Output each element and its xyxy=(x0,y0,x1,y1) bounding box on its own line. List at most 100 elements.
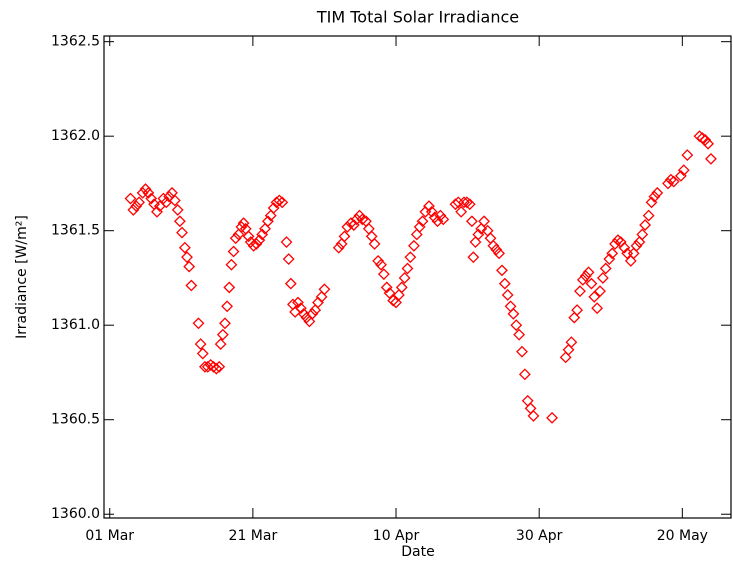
data-point xyxy=(642,209,655,222)
data-point xyxy=(475,222,488,235)
data-point xyxy=(493,247,506,260)
data-point xyxy=(377,268,390,281)
data-point xyxy=(392,289,405,301)
data-point xyxy=(465,215,478,228)
data-point xyxy=(576,273,589,286)
y-axis-label: Irradiance [W/m²] xyxy=(14,215,30,339)
data-point xyxy=(702,137,715,150)
y-tick-label: 1362.5 xyxy=(51,34,100,50)
data-point xyxy=(437,213,450,226)
data-point xyxy=(568,311,581,324)
data-point xyxy=(516,345,528,358)
data-point xyxy=(467,251,480,264)
data-point xyxy=(163,190,176,203)
data-point xyxy=(693,130,706,143)
data-point xyxy=(571,304,584,316)
data-point xyxy=(667,175,680,188)
data-point xyxy=(606,247,619,260)
data-point xyxy=(130,200,143,213)
data-point xyxy=(309,304,322,316)
chart-title: TIM Total Solar Irradiance xyxy=(316,8,519,27)
data-point xyxy=(408,239,420,252)
data-point xyxy=(395,281,408,294)
data-point xyxy=(681,149,694,162)
data-point xyxy=(423,200,435,213)
data-point xyxy=(546,411,558,424)
y-tick-label: 1360.5 xyxy=(51,412,100,428)
data-point xyxy=(127,203,140,216)
data-point xyxy=(201,360,214,373)
x-tick-label: 10 Apr xyxy=(373,528,420,544)
data-point xyxy=(636,228,649,241)
data-point xyxy=(282,253,295,265)
data-point xyxy=(368,238,381,250)
data-point xyxy=(651,186,664,199)
data-point xyxy=(624,255,637,267)
data-point xyxy=(387,294,400,307)
data-point xyxy=(677,164,690,177)
data-point xyxy=(213,360,226,373)
data-point xyxy=(404,251,417,264)
data-point xyxy=(225,258,238,271)
data-point xyxy=(582,266,595,279)
data-point xyxy=(335,238,348,250)
data-point xyxy=(194,338,207,351)
data-point xyxy=(178,241,191,254)
data-point xyxy=(565,336,578,349)
data-point xyxy=(185,279,198,292)
data-point xyxy=(518,368,531,381)
y-tick-label: 1362.0 xyxy=(51,128,100,144)
data-point xyxy=(594,285,606,298)
data-point xyxy=(469,236,482,248)
data-point xyxy=(227,245,240,258)
data-point xyxy=(171,203,184,216)
data-point xyxy=(609,238,621,250)
data-point xyxy=(639,219,652,231)
data-point xyxy=(574,285,586,298)
x-tick-label: 20 May xyxy=(657,528,708,544)
data-point xyxy=(237,217,250,230)
data-point xyxy=(496,264,508,277)
data-point xyxy=(390,296,402,309)
data-point xyxy=(221,300,234,313)
data-point xyxy=(633,236,646,248)
data-point xyxy=(303,315,316,328)
data-point xyxy=(425,205,438,218)
data-point xyxy=(145,192,158,205)
data-point xyxy=(501,289,514,301)
data-point xyxy=(611,234,624,247)
data-point xyxy=(591,302,604,315)
data-point xyxy=(350,213,363,226)
data-point xyxy=(498,277,511,290)
data-point xyxy=(579,270,592,282)
data-point xyxy=(229,232,242,245)
data-point xyxy=(562,343,575,356)
data-point xyxy=(259,222,271,235)
data-point xyxy=(196,347,209,360)
data-point xyxy=(627,247,640,260)
y-tick-label: 1360.0 xyxy=(51,506,100,522)
data-point xyxy=(284,277,297,290)
data-point xyxy=(648,190,661,203)
y-tick-label: 1361.5 xyxy=(51,223,100,239)
data-point xyxy=(232,228,245,241)
data-point xyxy=(630,239,643,252)
data-point xyxy=(276,196,289,209)
data-point xyxy=(183,260,196,273)
data-point xyxy=(664,173,677,186)
data-point xyxy=(250,238,263,250)
data-point xyxy=(223,281,236,294)
data-point xyxy=(280,236,293,248)
data-point xyxy=(398,272,411,284)
data-point xyxy=(242,230,255,243)
data-point xyxy=(478,215,490,228)
data-point xyxy=(142,186,155,199)
data-point xyxy=(133,196,145,209)
y-tick-label: 1361.0 xyxy=(51,317,100,333)
data-point xyxy=(124,192,137,205)
data-point xyxy=(341,220,354,233)
data-point xyxy=(375,258,387,271)
data-point xyxy=(410,228,423,241)
data-point xyxy=(507,307,520,320)
